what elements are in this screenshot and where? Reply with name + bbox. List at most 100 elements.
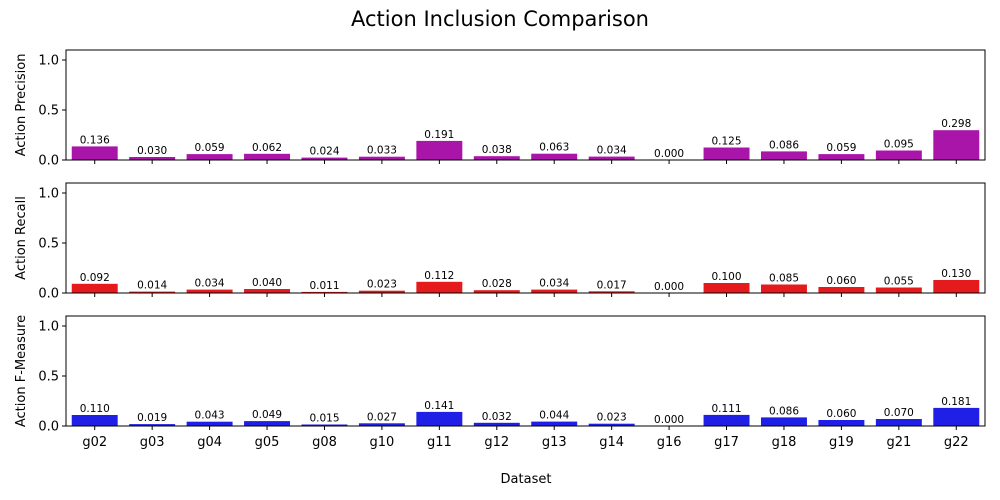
panel-frame: [65, 182, 986, 294]
data-label-g03: 0.019: [137, 412, 167, 424]
data-label-g10: 0.027: [367, 411, 397, 423]
data-label-g02: 0.110: [80, 403, 110, 415]
bar-g21: [875, 419, 922, 426]
bar-g18: [760, 151, 807, 160]
x-tick-label-g04: g04: [197, 435, 222, 450]
data-label-g19: 0.060: [826, 408, 856, 420]
bar-g04: [186, 154, 233, 160]
bar-g22: [933, 130, 980, 160]
bar-g12: [473, 156, 520, 160]
data-label-g21: 0.055: [884, 276, 914, 288]
y-axis-label: Action F-Measure: [14, 315, 29, 427]
panel-frame: [65, 315, 986, 427]
bar-g11: [416, 281, 463, 293]
data-label-g08: 0.024: [309, 146, 339, 158]
bar-g13: [531, 153, 578, 160]
bar-g11: [416, 140, 463, 160]
data-label-g19: 0.059: [826, 142, 856, 154]
bar-g14: [588, 423, 635, 426]
bar-g14: [588, 156, 635, 160]
data-label-g04: 0.043: [195, 410, 225, 422]
bar-g02: [71, 415, 118, 426]
data-label-g22: 0.130: [941, 268, 971, 280]
data-label-g12: 0.032: [482, 411, 512, 423]
x-axis-label: Dataset: [501, 472, 552, 487]
bar-g18: [760, 284, 807, 293]
x-tick-label-g16: g16: [657, 435, 682, 450]
data-label-g19: 0.060: [826, 275, 856, 287]
bar-g03: [129, 424, 176, 426]
bar-g17: [703, 283, 750, 293]
data-label-g13: 0.044: [539, 410, 569, 422]
data-label-g21: 0.095: [884, 139, 914, 151]
bar-g10: [358, 423, 405, 426]
y-tick-label: 0.5: [38, 237, 59, 252]
bar-g22: [933, 280, 980, 293]
data-label-g16: 0.000: [654, 148, 684, 160]
bar-g19: [818, 420, 865, 426]
bar-g05: [244, 289, 291, 293]
x-tick-label-g13: g13: [542, 435, 567, 450]
bar-g17: [703, 147, 750, 160]
y-axis-label: Action Recall: [14, 196, 29, 280]
panel-3: 0.110 0.019 0.043 0.049 0.015 0.027 0.141 0.032…: [14, 315, 986, 450]
x-tick-label-g14: g14: [599, 435, 624, 450]
bar-g10: [358, 156, 405, 160]
data-label-g08: 0.015: [309, 413, 339, 425]
y-tick-label: 1.0: [38, 187, 59, 202]
bar-g08: [301, 424, 348, 426]
y-tick-label: 0.0: [38, 420, 59, 435]
panel-frame: [65, 49, 986, 161]
bar-g21: [875, 287, 922, 293]
data-label-g11: 0.191: [424, 129, 454, 141]
y-tick-label: 1.0: [38, 320, 59, 335]
data-label-g02: 0.136: [80, 134, 110, 146]
data-label-g16: 0.000: [654, 414, 684, 426]
data-label-g12: 0.038: [482, 144, 512, 156]
data-label-g22: 0.298: [941, 118, 971, 130]
data-label-g10: 0.023: [367, 279, 397, 291]
data-label-g17: 0.100: [711, 271, 741, 283]
x-tick-label-g19: g19: [829, 435, 854, 450]
data-label-g17: 0.125: [711, 136, 741, 148]
bar-g10: [358, 290, 405, 293]
bar-g03: [129, 291, 176, 293]
bar-g02: [71, 146, 118, 160]
bar-g17: [703, 414, 750, 426]
x-tick-label-g18: g18: [772, 435, 797, 450]
bar-g08: [301, 157, 348, 160]
bar-g13: [531, 289, 578, 293]
y-axis-label: Action Precision: [14, 54, 29, 157]
data-label-g05: 0.062: [252, 142, 282, 154]
y-tick-label: 1.0: [38, 54, 59, 69]
data-label-g03: 0.014: [137, 280, 167, 292]
bar-g12: [473, 290, 520, 293]
data-label-g17: 0.111: [711, 403, 741, 415]
y-tick-label: 0.0: [38, 154, 59, 169]
x-tick-label-g12: g12: [484, 435, 509, 450]
y-tick-label: 0.5: [38, 104, 59, 119]
data-label-g18: 0.086: [769, 405, 799, 417]
bar-g08: [301, 291, 348, 293]
bar-g11: [416, 411, 463, 426]
data-label-g16: 0.000: [654, 281, 684, 293]
x-tick-label-g05: g05: [255, 435, 280, 450]
bar-g18: [760, 417, 807, 426]
data-label-g03: 0.030: [137, 145, 167, 157]
bar-g04: [186, 289, 233, 293]
y-tick-label: 0.5: [38, 370, 59, 385]
x-tick-label-g08: g08: [312, 435, 337, 450]
data-label-g18: 0.086: [769, 139, 799, 151]
bar-g02: [71, 283, 118, 293]
bar-g05: [244, 153, 291, 160]
data-label-g14: 0.023: [597, 412, 627, 424]
data-label-g18: 0.085: [769, 273, 799, 285]
data-label-g05: 0.049: [252, 409, 282, 421]
data-label-g04: 0.059: [195, 142, 225, 154]
bar-g04: [186, 421, 233, 426]
data-label-g05: 0.040: [252, 277, 282, 289]
panel-2: 0.092 0.014 0.034 0.040 0.011 0.023 0.112 0.028…: [14, 182, 986, 302]
x-tick-label-g22: g22: [944, 435, 969, 450]
